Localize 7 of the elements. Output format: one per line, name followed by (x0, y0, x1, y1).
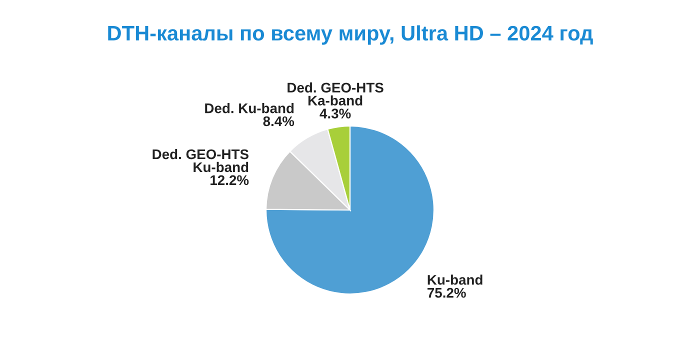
data-label: 75.2% (428, 288, 466, 298)
data-label: 12.2% (210, 175, 249, 186)
data-label: 4.3% (320, 108, 351, 118)
slice-label: Ded. GEO-HTS Ku-band (152, 148, 248, 172)
slice-label: Ku-band (428, 274, 482, 285)
chart-title: DTH-каналы по всему миру, Ultra HD – 2024 год (108, 25, 593, 45)
data-label: 8.4% (263, 116, 294, 126)
